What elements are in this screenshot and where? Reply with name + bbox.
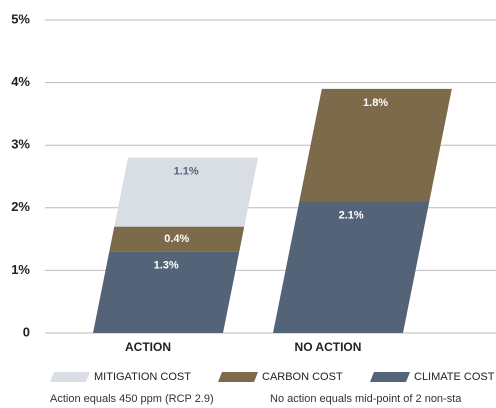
legend-swatch	[218, 372, 258, 382]
y-tick-label: 0	[23, 324, 30, 339]
legend-swatch	[370, 372, 410, 382]
legend-label: MITIGATION COST	[94, 371, 191, 383]
y-tick-label: 5%	[11, 11, 30, 26]
y-tick-label: 4%	[11, 74, 30, 89]
data-label: 1.1%	[174, 166, 199, 178]
bar-segment	[109, 226, 245, 252]
footnote: No action equals mid-point of 2 non-sta	[270, 393, 462, 405]
legend-swatch	[50, 372, 90, 382]
data-label: 1.8%	[363, 97, 388, 109]
bar-segment	[299, 88, 452, 202]
x-tick-label: ACTION	[125, 340, 171, 354]
bar-segment	[93, 251, 240, 333]
legend-label: CARBON COST	[262, 371, 343, 383]
y-tick-label: 1%	[11, 262, 30, 277]
legend-label: CLIMATE COST	[414, 371, 495, 383]
x-tick-label: NO ACTION	[295, 340, 362, 354]
data-label: 1.3%	[154, 260, 179, 272]
y-tick-label: 3%	[11, 137, 30, 152]
footnote: Action equals 450 ppm (RCP 2.9)	[50, 393, 214, 405]
data-label: 0.4%	[164, 233, 189, 245]
y-tick-label: 2%	[11, 199, 30, 214]
bar-segment	[114, 157, 259, 227]
bar-segment	[273, 201, 430, 333]
data-label: 2.1%	[339, 209, 364, 221]
